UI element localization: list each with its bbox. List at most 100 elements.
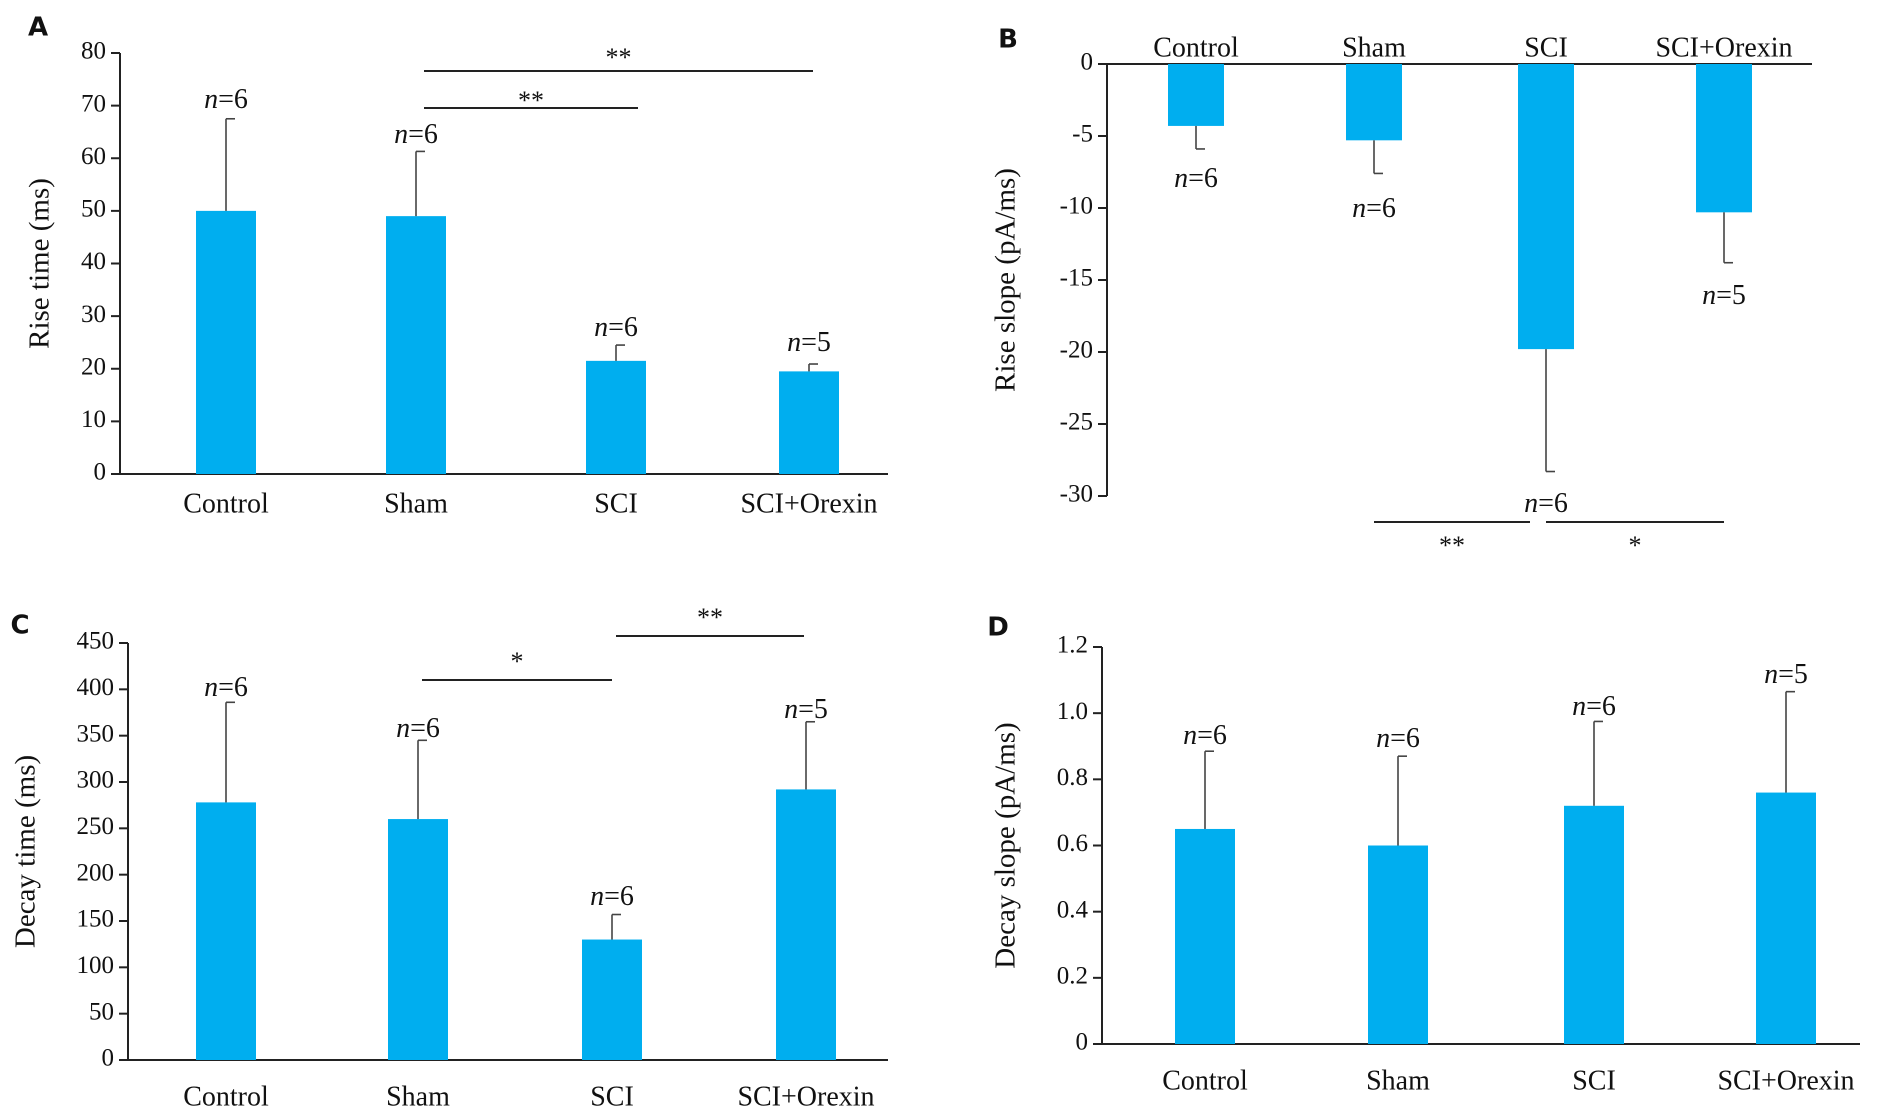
bar	[586, 360, 646, 474]
bar	[582, 939, 642, 1060]
category-label: Control	[183, 488, 269, 519]
y-axis-label: Decay slope (pA/ms)	[990, 722, 1022, 968]
y-tick-label: 0	[94, 459, 107, 486]
y-tick-label: -30	[1060, 481, 1093, 508]
y-tick-label: 450	[77, 628, 115, 655]
y-tick-label: 0.6	[1057, 830, 1088, 857]
bar	[1168, 64, 1224, 126]
bar	[1518, 64, 1574, 350]
significance-label: **	[1439, 531, 1465, 560]
y-axis-label: Decay time (ms)	[10, 755, 42, 948]
y-tick-label: 60	[81, 143, 106, 170]
y-tick-label: 150	[77, 906, 115, 933]
y-tick-label: 350	[77, 720, 115, 747]
category-label: SCI	[1572, 1065, 1616, 1096]
y-tick-label: 10	[81, 406, 106, 433]
significance-label: **	[697, 603, 723, 632]
bar	[1696, 64, 1752, 213]
y-tick-label: 0	[1081, 49, 1094, 76]
y-tick-label: 1.0	[1057, 698, 1088, 725]
y-tick-label: 20	[81, 353, 106, 380]
y-tick-label: 300	[77, 767, 115, 794]
y-tick-label: 70	[81, 90, 106, 117]
n-label: n=6	[204, 84, 248, 115]
n-label: n=6	[1174, 163, 1218, 194]
y-tick-label: 100	[77, 952, 115, 979]
category-label: Sham	[1342, 32, 1406, 63]
n-label: n=6	[204, 672, 248, 703]
y-tick-label: 200	[77, 859, 115, 886]
y-tick-label: 0	[1076, 1029, 1089, 1056]
y-tick-label: -25	[1060, 409, 1093, 436]
y-tick-label: -10	[1060, 193, 1093, 220]
bar	[779, 371, 839, 474]
n-label: n=6	[1524, 488, 1568, 519]
y-axis-label: Rise slope (pA/ms)	[990, 168, 1022, 392]
panel-letter: C	[10, 611, 29, 641]
bar	[196, 210, 256, 474]
y-tick-label: 250	[77, 813, 115, 840]
bar	[1175, 828, 1235, 1044]
significance-label: **	[518, 86, 544, 115]
category-label: Sham	[386, 1081, 450, 1106]
category-label: SCI+Orexin	[1717, 1065, 1854, 1096]
n-label: n=5	[784, 694, 828, 725]
y-tick-label: 50	[89, 998, 114, 1025]
category-label: Sham	[384, 488, 448, 519]
significance-label: *	[511, 647, 524, 676]
category-label: Control	[1153, 32, 1239, 63]
n-label: n=6	[394, 119, 438, 150]
significance-label: *	[1629, 531, 1642, 560]
category-label: SCI	[1524, 32, 1568, 63]
n-label: n=6	[594, 312, 638, 343]
n-label: n=6	[1352, 193, 1396, 224]
y-tick-label: 0.4	[1057, 896, 1089, 923]
y-tick-label: 30	[81, 301, 106, 328]
category-label: SCI+Orexin	[1655, 32, 1792, 63]
y-tick-label: 400	[77, 674, 115, 701]
y-tick-label: 1.2	[1057, 632, 1088, 659]
bar	[388, 819, 448, 1060]
n-label: n=6	[1183, 720, 1227, 751]
y-tick-label: -20	[1060, 337, 1093, 364]
bar	[1564, 805, 1624, 1044]
bar	[1756, 792, 1816, 1044]
category-label: SCI+Orexin	[737, 1081, 874, 1106]
bar	[196, 802, 256, 1060]
significance-label: **	[606, 43, 632, 72]
panel-letter: B	[998, 25, 1018, 55]
n-label: n=6	[1572, 691, 1616, 722]
bar	[776, 789, 836, 1060]
panel-letter: A	[28, 13, 48, 43]
panel-B: B 0 -5 -10 -15 -20 -25 -30 Rise slope (pA/ms) n=6…	[990, 25, 1812, 560]
n-label: n=5	[787, 327, 831, 358]
y-tick-label: 80	[81, 38, 106, 65]
y-tick-label: -5	[1072, 121, 1093, 148]
y-tick-label: 40	[81, 248, 106, 275]
category-label: Control	[183, 1081, 269, 1106]
y-tick-label: -15	[1060, 265, 1093, 292]
y-tick-label: 0.8	[1057, 764, 1088, 791]
panel-C: C 0 50 100 150 200 250 300 350 400 450 Decay time (…	[10, 603, 888, 1106]
y-tick-label: 50	[81, 196, 106, 223]
n-label: n=6	[590, 881, 634, 912]
panel-letter: D	[987, 613, 1009, 643]
bar	[1368, 845, 1428, 1044]
n-label: n=5	[1702, 280, 1746, 311]
category-label: SCI+Orexin	[740, 488, 877, 519]
y-axis-label: Rise time (ms)	[24, 178, 56, 349]
category-label: SCI	[590, 1081, 634, 1106]
n-label: n=6	[1376, 723, 1420, 754]
y-tick-label: 0.2	[1057, 963, 1088, 990]
category-label: Sham	[1366, 1065, 1430, 1096]
bar	[386, 216, 446, 474]
category-label: Control	[1162, 1065, 1248, 1096]
bar	[1346, 64, 1402, 141]
category-label: SCI	[594, 488, 638, 519]
n-label: n=6	[396, 713, 440, 744]
panel-D: D 0 0.2 0.4 0.6 0.8 1.0 1.2 Decay slope (pA/ms) n…	[987, 613, 1860, 1096]
panel-A: A 0 10 20 30 40 50 60 70 80 Rise time (ms) n=6 Contr…	[24, 13, 888, 519]
n-label: n=5	[1764, 659, 1808, 690]
y-tick-label: 0	[102, 1045, 115, 1072]
